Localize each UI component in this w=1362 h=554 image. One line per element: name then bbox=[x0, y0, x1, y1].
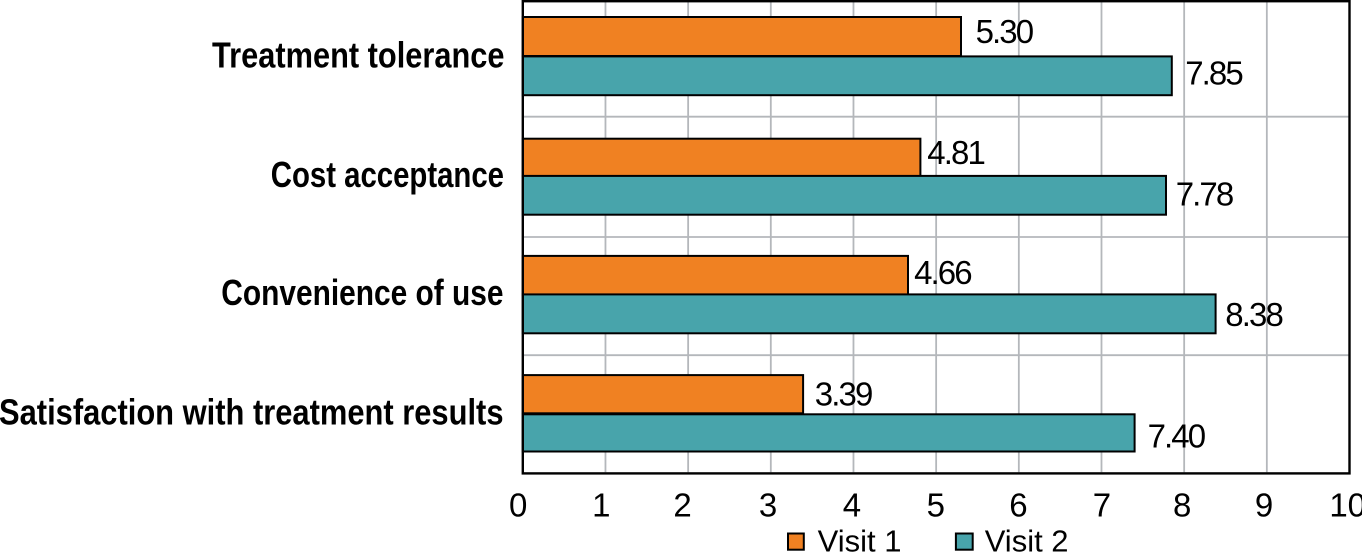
svg-text:Cost acceptance: Cost acceptance bbox=[271, 154, 504, 195]
svg-text:4.81: 4.81 bbox=[927, 134, 986, 171]
svg-text:8.38: 8.38 bbox=[1225, 296, 1284, 333]
svg-text:1: 1 bbox=[592, 486, 610, 523]
svg-text:Visit 2: Visit 2 bbox=[985, 523, 1069, 554]
svg-text:7.40: 7.40 bbox=[1148, 418, 1207, 455]
svg-text:4.66: 4.66 bbox=[914, 254, 973, 291]
svg-text:5: 5 bbox=[927, 486, 945, 523]
svg-text:7.85: 7.85 bbox=[1185, 54, 1244, 91]
svg-text:9: 9 bbox=[1255, 486, 1273, 523]
svg-text:Satisfaction with treatment re: Satisfaction with treatment results bbox=[0, 393, 503, 433]
svg-text:3.39: 3.39 bbox=[815, 375, 874, 412]
svg-text:Convenience of use: Convenience of use bbox=[221, 273, 503, 313]
svg-text:7: 7 bbox=[1093, 486, 1111, 523]
svg-text:8: 8 bbox=[1173, 486, 1191, 523]
svg-text:6: 6 bbox=[1009, 486, 1027, 523]
svg-text:5.30: 5.30 bbox=[976, 13, 1035, 50]
svg-text:4: 4 bbox=[843, 486, 861, 523]
svg-text:2: 2 bbox=[673, 486, 691, 523]
svg-text:0: 0 bbox=[509, 486, 527, 523]
svg-text:Treatment tolerance: Treatment tolerance bbox=[212, 36, 504, 76]
svg-text:Visit 1: Visit 1 bbox=[818, 523, 902, 554]
svg-text:10: 10 bbox=[1329, 486, 1362, 523]
svg-text:3: 3 bbox=[759, 486, 777, 523]
svg-text:7.78: 7.78 bbox=[1176, 175, 1235, 212]
